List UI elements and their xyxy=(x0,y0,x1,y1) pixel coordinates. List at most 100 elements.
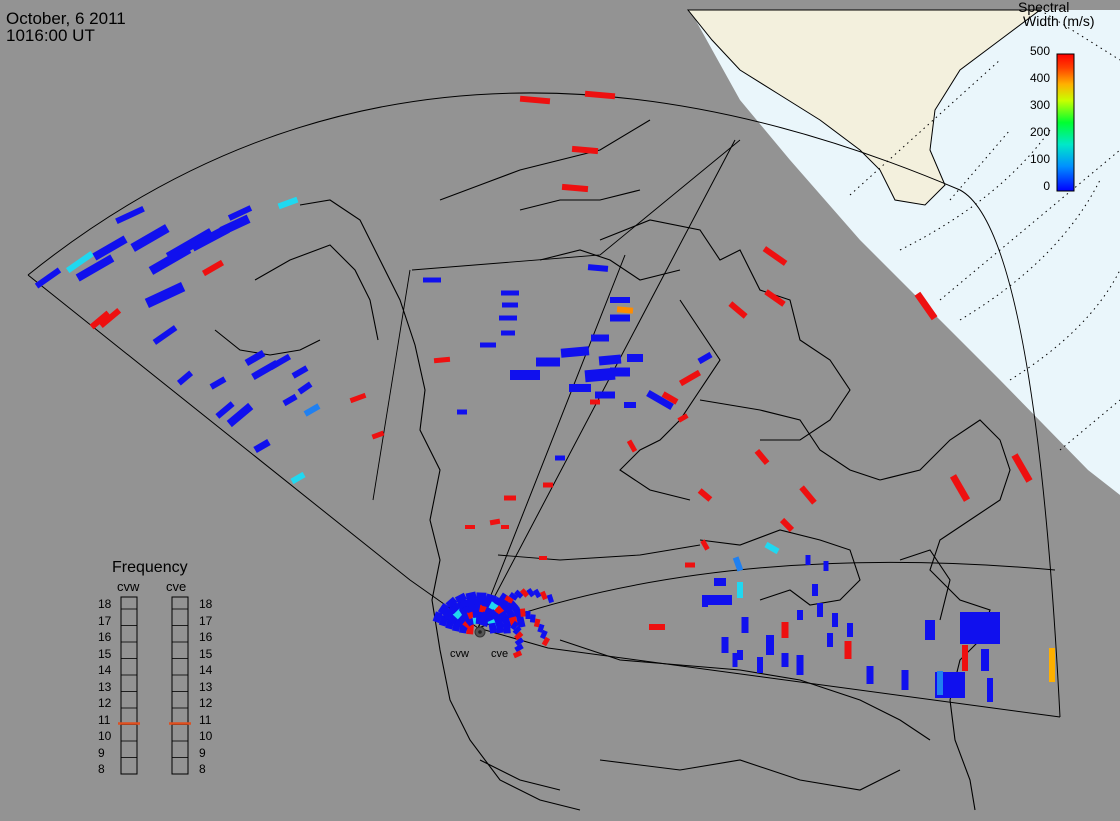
echo-cell xyxy=(539,590,548,601)
echo-cell xyxy=(219,214,251,236)
echo-cell xyxy=(805,555,811,565)
echo-cell xyxy=(244,349,266,367)
echo-cell xyxy=(488,622,498,634)
spectral-width-scatter xyxy=(34,90,1055,702)
echo-cell xyxy=(591,334,609,342)
echo-cell xyxy=(89,310,111,330)
echo-cell xyxy=(480,342,496,348)
political-borders xyxy=(372,139,741,561)
echo-cell xyxy=(779,517,795,533)
colorbar-title-line1: Spectral xyxy=(1018,0,1070,15)
frequency-tick-left: 12 xyxy=(98,696,112,710)
echo-cell xyxy=(962,645,968,671)
echo-cell xyxy=(721,637,729,653)
frequency-box-cve xyxy=(171,596,189,775)
echo-cell xyxy=(624,402,636,408)
echo-cell xyxy=(501,290,519,296)
colorbar-tick-label: 0 xyxy=(1043,179,1050,193)
frequency-tick-right: 18 xyxy=(199,597,213,611)
echo-cell xyxy=(866,666,874,684)
colorbar-title-line2: Width (m/s) xyxy=(1023,13,1095,29)
echo-cell xyxy=(516,616,526,628)
echo-cell xyxy=(555,455,565,461)
echo-cell xyxy=(437,602,450,616)
echo-cell xyxy=(812,584,818,596)
echo-cell xyxy=(291,365,309,379)
echo-cell xyxy=(627,354,643,362)
echo-cell xyxy=(925,620,935,640)
echo-cell xyxy=(92,235,128,261)
echo-cell xyxy=(626,439,638,453)
echo-cell xyxy=(844,641,852,659)
echo-cell xyxy=(165,228,215,262)
echo-cell xyxy=(502,302,518,308)
echo-cell xyxy=(561,183,589,193)
echo-cell xyxy=(489,518,501,526)
echo-cell xyxy=(504,595,514,604)
echo-cell xyxy=(512,625,522,636)
frequency-left-radar: cvw xyxy=(117,579,140,594)
echo-cell xyxy=(423,277,441,283)
frequency-tick-left: 17 xyxy=(98,613,112,628)
echo-cell xyxy=(514,631,524,641)
echo-cell xyxy=(697,488,713,502)
frequency-tick-left: 10 xyxy=(98,729,112,743)
echo-cell xyxy=(514,643,524,653)
echo-cell xyxy=(519,608,526,617)
frequency-tick-left: 15 xyxy=(98,646,112,661)
echo-cell xyxy=(649,624,665,630)
echo-cell xyxy=(587,264,609,272)
echo-cell xyxy=(226,402,254,428)
frequency-tick-right: 15 xyxy=(199,646,213,661)
echo-cell xyxy=(454,592,467,604)
echo-cell xyxy=(512,650,523,659)
echo-cell xyxy=(610,297,630,303)
echo-cell xyxy=(981,649,989,671)
echo-cell xyxy=(1011,453,1033,483)
echo-cell xyxy=(764,541,780,555)
echo-cell xyxy=(937,671,943,695)
echo-cell xyxy=(661,391,679,405)
frequency-tick-right: 8 xyxy=(199,762,206,776)
echo-cell xyxy=(537,623,545,633)
echo-cell xyxy=(501,525,509,529)
echo-cell xyxy=(465,525,475,529)
echo-cell xyxy=(433,356,451,364)
echo-cell xyxy=(610,314,630,322)
frequency-tick-left: 13 xyxy=(98,679,112,694)
colorbar-tick-label: 400 xyxy=(1030,71,1051,85)
echo-cell xyxy=(65,250,95,274)
echo-cell xyxy=(598,354,622,366)
echo-cell xyxy=(499,315,517,321)
frequency-tick-right: 10 xyxy=(199,729,213,743)
echo-cell xyxy=(737,582,743,598)
echo-cell xyxy=(510,370,540,380)
frequency-tick-left: 8 xyxy=(98,762,105,776)
echo-cell xyxy=(714,578,726,586)
echo-cell xyxy=(504,495,516,501)
echo-cell xyxy=(616,306,634,314)
frequency-tick-left: 11 xyxy=(98,712,111,727)
echo-cell xyxy=(754,448,770,466)
echo-cell xyxy=(176,370,194,386)
echo-cell xyxy=(584,367,616,383)
echo-cell xyxy=(457,409,467,415)
plot-date: October, 6 2011 xyxy=(6,9,126,28)
frequency-tick-left: 14 xyxy=(98,663,112,677)
polar-grid xyxy=(849,9,1120,451)
frequency-tick-right: 17 xyxy=(199,613,213,628)
echo-cell xyxy=(817,603,823,617)
echo-cell xyxy=(297,381,313,395)
plot-time: 1016:00 UT xyxy=(6,26,95,45)
echo-cell xyxy=(514,637,525,647)
echo-cell xyxy=(526,587,536,598)
frequency-tick-right: 11 xyxy=(199,712,212,727)
echo-cell xyxy=(960,612,1000,644)
echo-cell xyxy=(762,246,788,266)
echo-cell xyxy=(432,611,443,624)
echo-cell xyxy=(371,430,385,440)
echo-cell xyxy=(503,623,511,634)
echo-cell xyxy=(796,655,804,675)
echo-cell xyxy=(595,391,615,399)
coastlines xyxy=(214,119,1011,811)
